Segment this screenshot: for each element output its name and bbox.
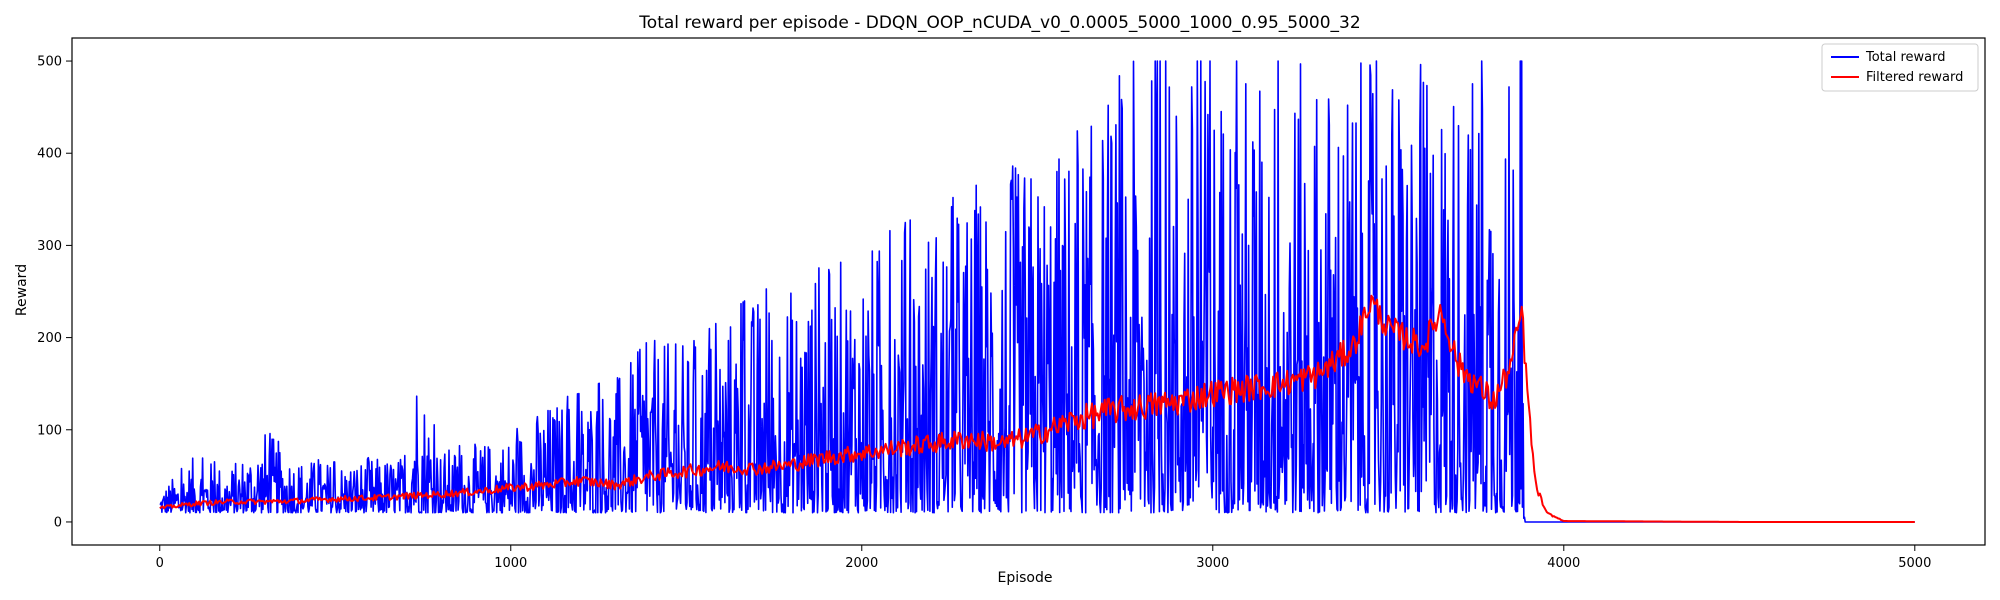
- y-tick-label: 0: [54, 515, 62, 530]
- x-tick-label: 5000: [1898, 556, 1931, 571]
- legend-label-total-reward: Total reward: [1865, 50, 1946, 65]
- legend-box: [1821, 43, 1979, 92]
- plot-frame: [71, 37, 1986, 546]
- x-tick-label: 2000: [845, 556, 878, 571]
- y-tick-label: 100: [37, 423, 62, 438]
- y-tick-label: 200: [37, 331, 62, 346]
- x-tick-label: 0: [156, 556, 164, 571]
- chart-title: Total reward per episode - DDQN_OOP_nCUD…: [638, 13, 1360, 33]
- legend-label-filtered-reward: Filtered reward: [1866, 70, 1963, 85]
- y-axis-ticks: 0 100 200 300 400 500: [37, 55, 72, 530]
- y-tick-label: 300: [37, 239, 62, 254]
- x-axis-label: Episode: [998, 570, 1053, 586]
- y-tick-label: 400: [37, 147, 62, 162]
- plot-lines: [159, 60, 1915, 523]
- y-axis-label: Reward: [14, 264, 30, 316]
- x-tick-label: 3000: [1196, 556, 1229, 571]
- y-tick-label: 500: [37, 55, 62, 70]
- x-tick-label: 1000: [494, 556, 527, 571]
- legend: Total reward Filtered reward: [1821, 43, 1979, 92]
- x-axis-ticks: 0 1000 2000 3000 4000 5000: [156, 545, 1931, 571]
- series-line-filtered-reward: [159, 294, 1915, 523]
- x-tick-label: 4000: [1547, 556, 1580, 571]
